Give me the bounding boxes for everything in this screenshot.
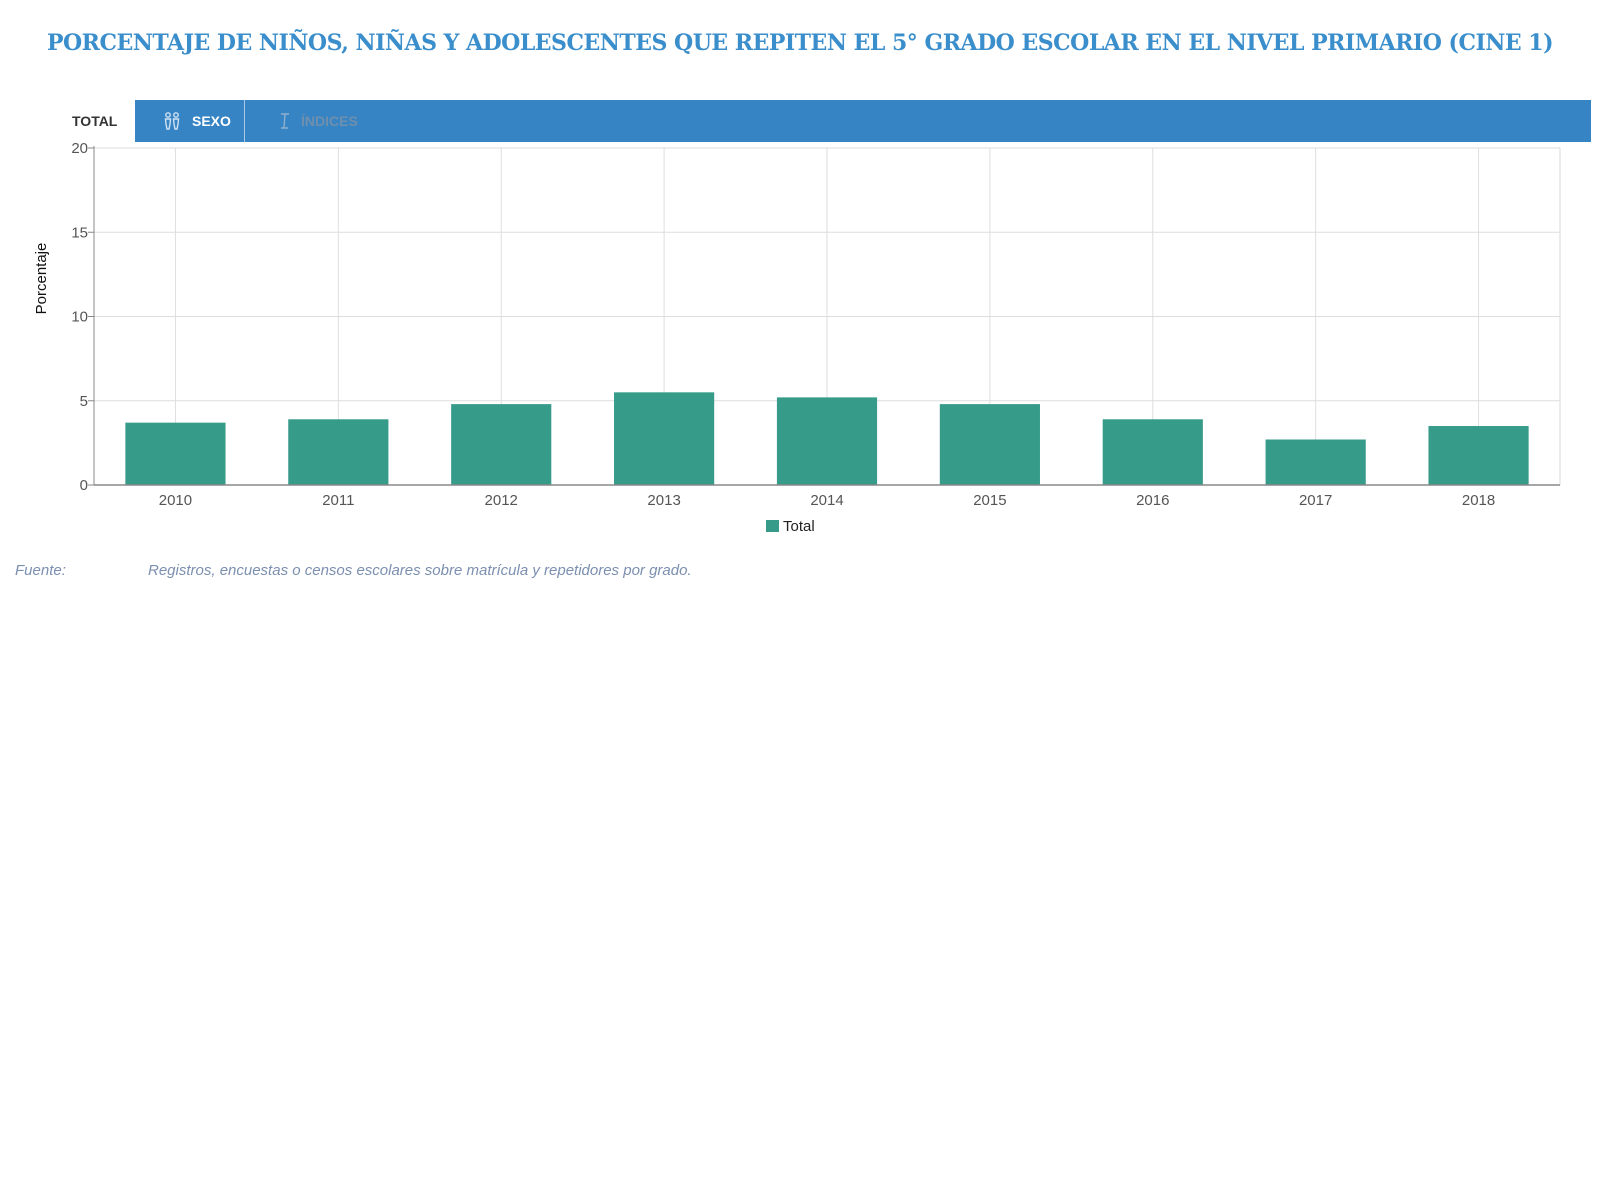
- tab-indices[interactable]: ÍNDICES: [245, 100, 385, 142]
- y-tick-label: 15: [71, 224, 88, 241]
- page-title: PORCENTAJE DE NIÑOS, NIÑAS Y ADOLESCENTE…: [46, 30, 1554, 56]
- tab-total-label: TOTAL: [72, 113, 118, 129]
- source-label: Fuente:: [15, 562, 66, 579]
- tab-sexo-label: SEXO: [192, 113, 231, 129]
- x-tick-label: 2014: [810, 492, 843, 509]
- tab-bar: TOTAL SEXO ÍNDICES: [55, 100, 1591, 142]
- bar-2014[interactable]: [776, 397, 878, 485]
- legend-swatch-total: [766, 520, 779, 532]
- gender-icon: [162, 112, 182, 130]
- x-tick-label: 2012: [485, 492, 518, 509]
- legend-label-total: Total: [783, 518, 815, 535]
- tab-total[interactable]: TOTAL: [55, 100, 135, 142]
- tab-indices-label: ÍNDICES: [301, 113, 358, 129]
- x-tick-label: 2018: [1462, 492, 1495, 509]
- bar-2018[interactable]: [1428, 426, 1529, 485]
- legend[interactable]: Total: [766, 518, 815, 535]
- bar-2011[interactable]: [288, 419, 389, 485]
- y-tick-label: 20: [71, 140, 88, 157]
- y-axis-title: Porcentaje: [33, 243, 50, 315]
- x-tick-labels: 2010 2011 2012 2013 2014 2015 2016 2017 2018: [159, 492, 1495, 509]
- bar-2012[interactable]: [451, 404, 552, 485]
- tab-sexo[interactable]: SEXO: [135, 100, 245, 142]
- bar-2010[interactable]: [125, 422, 226, 485]
- x-tick-label: 2013: [647, 492, 680, 509]
- chart-axes: [88, 146, 1560, 486]
- chart-bars: [125, 392, 1529, 485]
- bar-2017[interactable]: [1265, 439, 1366, 485]
- y-tick-label: 10: [71, 309, 88, 326]
- y-tick-label: 5: [80, 393, 88, 410]
- source-text: Registros, encuestas o censos escolares …: [148, 562, 692, 579]
- bar-2013[interactable]: [614, 392, 715, 485]
- y-tick-label: 0: [80, 477, 88, 494]
- bar-2015[interactable]: [939, 404, 1040, 485]
- bar-2016[interactable]: [1102, 419, 1203, 485]
- x-tick-label: 2017: [1299, 492, 1332, 509]
- x-tick-label: 2011: [322, 492, 354, 509]
- index-icon: [279, 112, 291, 130]
- y-tick-labels: 0 5 10 15 20: [71, 140, 88, 494]
- x-tick-label: 2010: [159, 492, 192, 509]
- x-tick-label: 2016: [1136, 492, 1169, 509]
- x-tick-label: 2015: [973, 492, 1006, 509]
